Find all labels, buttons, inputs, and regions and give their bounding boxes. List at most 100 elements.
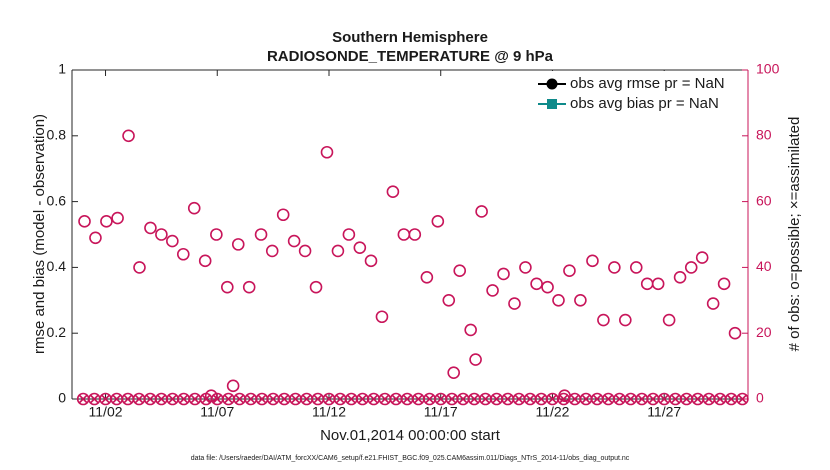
data-point bbox=[486, 284, 499, 297]
data-point bbox=[143, 392, 157, 406]
marker-cross bbox=[436, 394, 446, 404]
data-point bbox=[89, 231, 102, 245]
marker-cross bbox=[223, 394, 233, 404]
marker-circle bbox=[530, 277, 543, 291]
marker-circle bbox=[166, 234, 179, 248]
marker-circle bbox=[453, 264, 467, 277]
x-tick-label: 11/17 bbox=[424, 404, 458, 420]
marker-circle bbox=[408, 228, 422, 241]
marker-circle bbox=[144, 221, 157, 235]
y-tick-label: 0.8 bbox=[47, 127, 67, 143]
data-point bbox=[265, 244, 279, 258]
marker-cross bbox=[134, 394, 144, 404]
y2-tick-label: 100 bbox=[756, 61, 780, 77]
marker-circle bbox=[309, 280, 323, 294]
marker-cross bbox=[235, 394, 245, 404]
marker-circle bbox=[254, 228, 268, 241]
marker-cross bbox=[335, 394, 345, 404]
data-point bbox=[320, 145, 334, 159]
data-point bbox=[497, 267, 510, 281]
data-point bbox=[155, 228, 168, 241]
data-point bbox=[586, 254, 599, 268]
data-point bbox=[375, 310, 389, 324]
y2-axis-label: # of obs: o=possible; ×=assimilated bbox=[786, 117, 803, 352]
data-point bbox=[364, 254, 378, 268]
y2-tick-label: 20 bbox=[756, 324, 772, 340]
data-point bbox=[469, 353, 482, 366]
marker-cross bbox=[268, 394, 278, 404]
marker-cross bbox=[279, 394, 289, 404]
y-tick-label: 0 bbox=[58, 390, 66, 406]
data-point bbox=[453, 264, 467, 277]
legend-marker bbox=[547, 99, 557, 109]
marker-cross bbox=[603, 394, 613, 404]
marker-cross bbox=[78, 394, 88, 404]
marker-cross bbox=[536, 394, 546, 404]
data-point bbox=[608, 261, 621, 274]
marker-cross bbox=[201, 394, 211, 404]
x-tick-label: 11/07 bbox=[200, 404, 234, 420]
data-point bbox=[309, 280, 323, 294]
marker-cross bbox=[179, 394, 189, 404]
marker-cross bbox=[380, 394, 390, 404]
chart-title: Southern Hemisphere bbox=[332, 29, 488, 46]
legend-marker bbox=[546, 78, 558, 90]
y-tick-label: 0.4 bbox=[47, 258, 67, 274]
marker-cross bbox=[246, 394, 256, 404]
marker-circle bbox=[431, 215, 445, 228]
marker-circle bbox=[442, 293, 456, 307]
marker-circle bbox=[695, 251, 709, 264]
y-tick-label: 1 bbox=[58, 61, 66, 77]
marker-cross bbox=[648, 394, 658, 404]
marker-cross bbox=[424, 394, 435, 404]
marker-circle bbox=[89, 231, 102, 245]
data-point bbox=[166, 234, 179, 248]
y2-tick-label: 80 bbox=[756, 127, 772, 143]
marker-circle bbox=[420, 270, 434, 284]
marker-circle bbox=[353, 241, 367, 254]
marker-cross bbox=[413, 394, 423, 404]
marker-cross bbox=[726, 394, 736, 404]
data-point bbox=[198, 254, 212, 268]
x-axis-label: Nov.01,2014 00:00:00 start bbox=[320, 427, 501, 444]
marker-circle bbox=[375, 310, 389, 324]
marker-cross bbox=[145, 394, 155, 404]
marker-circle bbox=[673, 270, 687, 284]
marker-circle bbox=[563, 264, 576, 277]
marker-circle bbox=[187, 201, 201, 215]
marker-circle bbox=[111, 211, 124, 225]
marker-circle bbox=[342, 228, 356, 241]
marker-cross bbox=[257, 394, 267, 404]
marker-circle bbox=[386, 185, 400, 199]
data-point bbox=[144, 221, 157, 235]
legend-label: obs avg bias pr = NaN bbox=[570, 95, 719, 112]
x-tick-label: 11/22 bbox=[535, 404, 569, 420]
marker-cross bbox=[704, 394, 714, 404]
y2-tick-label: 40 bbox=[756, 258, 772, 274]
data-point bbox=[597, 313, 610, 327]
marker-circle bbox=[320, 145, 334, 159]
marker-cross bbox=[670, 394, 680, 404]
data-point bbox=[728, 326, 742, 340]
data-point bbox=[122, 129, 135, 143]
marker-circle bbox=[469, 353, 482, 366]
marker-circle bbox=[486, 284, 499, 297]
marker-circle bbox=[226, 379, 240, 393]
marker-circle bbox=[651, 277, 665, 291]
marker-circle bbox=[706, 297, 720, 310]
data-point bbox=[100, 215, 113, 228]
marker-cross bbox=[514, 394, 524, 404]
marker-cross bbox=[492, 394, 502, 404]
marker-circle bbox=[122, 129, 135, 143]
marker-cross bbox=[123, 394, 133, 404]
data-point bbox=[226, 379, 240, 393]
marker-cross bbox=[559, 394, 569, 404]
marker-circle bbox=[198, 254, 212, 268]
marker-circle bbox=[210, 228, 223, 241]
data-point bbox=[736, 392, 749, 406]
data-point bbox=[78, 215, 91, 228]
marker-circle bbox=[287, 234, 301, 248]
marker-cross bbox=[313, 394, 323, 404]
marker-cross bbox=[659, 394, 669, 404]
